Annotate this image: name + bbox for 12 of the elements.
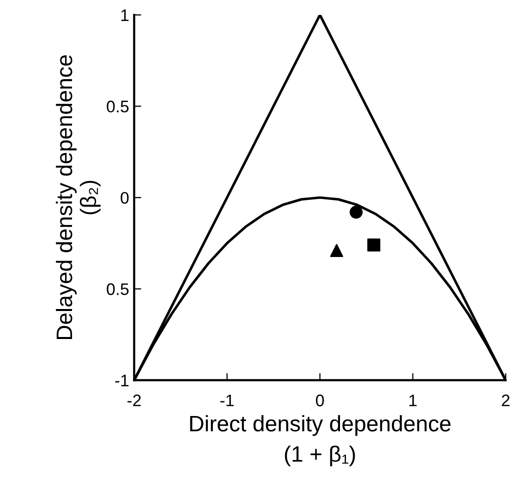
- y-tick-label: -1: [115, 374, 128, 386]
- x-tick-label: 2: [502, 394, 510, 406]
- y-axis-title: Delayed density dependence (β₂): [56, 55, 101, 340]
- x-tick-label: -1: [220, 394, 234, 406]
- y-tick-label: 1: [121, 9, 128, 21]
- x-axis-title: Direct density dependence (1 + β₁): [190, 415, 451, 466]
- y-tick-label: 0: [120, 192, 129, 204]
- x-tick-label: 0: [316, 394, 324, 406]
- y-tick-label: 0.5: [106, 100, 129, 112]
- x-tick-label: 1: [409, 394, 417, 406]
- y-tick-label: 0.5: [106, 283, 129, 296]
- x-tick-label: -2: [127, 394, 141, 406]
